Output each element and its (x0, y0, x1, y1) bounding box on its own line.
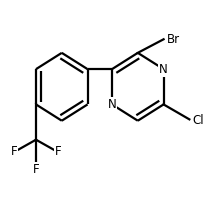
Text: F: F (11, 146, 17, 158)
Text: N: N (159, 63, 168, 76)
Text: F: F (33, 163, 39, 176)
Text: F: F (54, 146, 61, 158)
Text: N: N (108, 98, 116, 111)
Text: Br: Br (167, 33, 180, 46)
Text: Cl: Cl (193, 114, 204, 127)
